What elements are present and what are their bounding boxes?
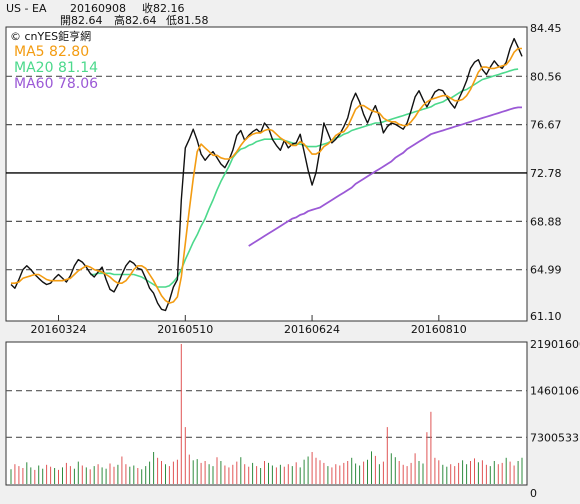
price-tick-label: 84.45 (530, 22, 562, 35)
price-tick-label: 80.56 (530, 70, 562, 83)
price-tick-label: 76.67 (530, 119, 562, 132)
volume-grid (6, 390, 527, 438)
volume-tick-label: 0 (530, 487, 537, 500)
date-tick-label: 20160510 (157, 323, 213, 336)
symbol-label: US - EA (6, 2, 47, 15)
price-series (10, 37, 523, 312)
price-line (10, 37, 523, 312)
ma5-legend: MA5 82.80 (14, 44, 89, 60)
ma5-legend-value: 82.80 (49, 44, 89, 60)
close-label: 收82.16 (142, 1, 185, 15)
volume-bars (10, 344, 523, 484)
volume-tick-label: 7300533 (530, 431, 579, 444)
open-label: 開82.64 (60, 14, 103, 27)
high-label: 高82.64 (114, 13, 157, 27)
ma20-legend: MA20 81.14 (14, 60, 98, 76)
price-tick-label: 72.78 (530, 167, 562, 180)
ma60-legend-name: MA60 (14, 76, 53, 92)
low-label: 低81.58 (166, 14, 209, 27)
ma5-legend-name: MA5 (14, 44, 45, 60)
date-tick-label: 20160324 (31, 323, 87, 336)
ma60-legend: MA60 78.06 (14, 76, 98, 92)
ma20-legend-value: 81.14 (58, 60, 98, 76)
date-tick-label: 20160810 (411, 323, 467, 336)
price-tick-label: 61.10 (530, 310, 562, 323)
date-label: 20160908 (70, 2, 126, 15)
date-tick-label: 20160624 (284, 323, 340, 336)
date-axis-labels: 20160324 20160510 20160624 20160810 (31, 315, 467, 336)
watermark-text: © cnYES鉅亨網 (10, 29, 91, 43)
ma60-line (248, 106, 522, 247)
volume-tick-label: 21901600 (530, 338, 580, 351)
ma5-line (11, 47, 522, 304)
price-axis-labels: 84.45 80.56 76.67 72.78 68.88 64.99 61.10 (530, 22, 562, 323)
price-tick-label: 68.88 (530, 215, 562, 228)
ma60-legend-value: 78.06 (58, 76, 98, 92)
ma20-line (90, 68, 519, 288)
ma20-legend-name: MA20 (14, 60, 53, 76)
volume-panel (5, 341, 528, 486)
price-tick-label: 64.99 (530, 264, 562, 277)
